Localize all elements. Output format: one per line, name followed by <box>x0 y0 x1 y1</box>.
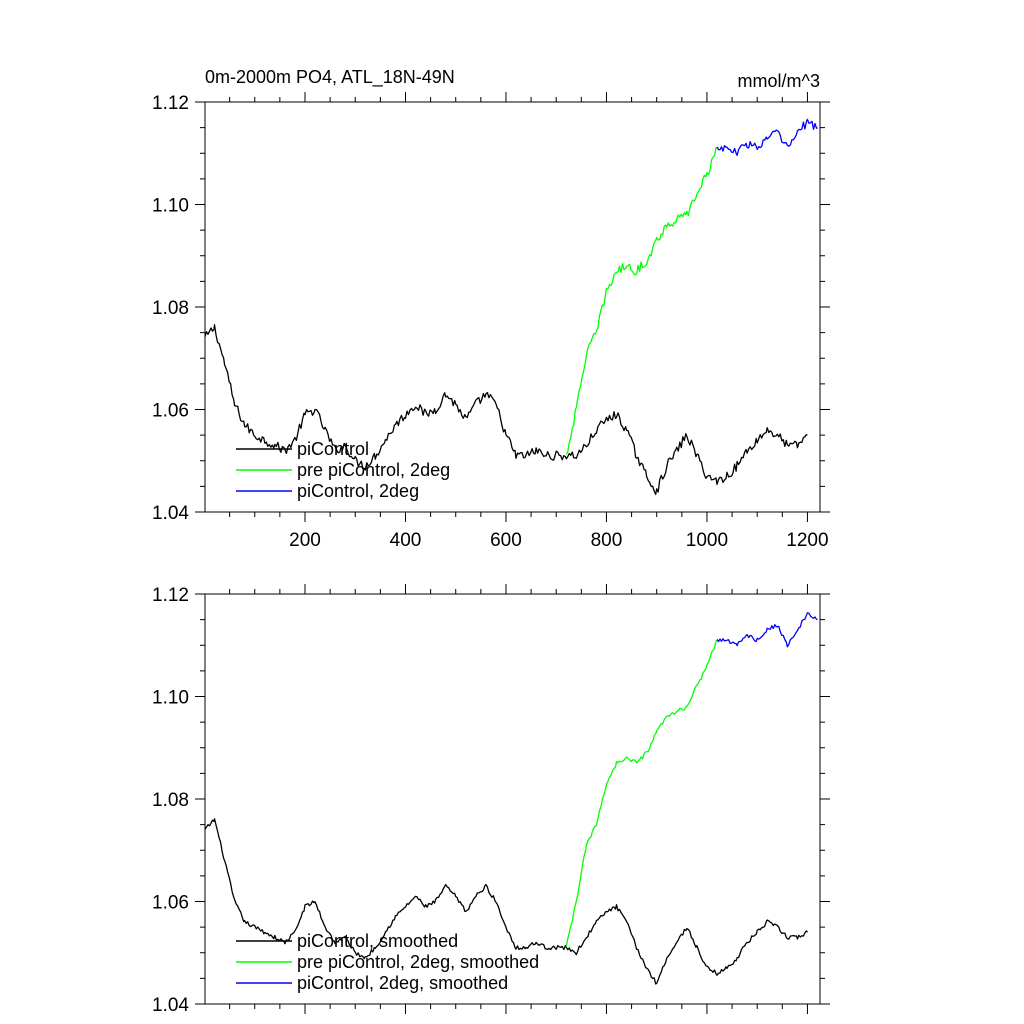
legend-label: piControl <box>297 439 369 459</box>
series-line-1 <box>566 148 717 455</box>
x-tick-label: 400 <box>390 530 422 551</box>
top-panel: 1.04 1.06 1.08 1.10 1.12 200 400 600 800 1000 1200… <box>152 92 830 551</box>
legend-label: pre piControl, 2deg <box>297 460 450 480</box>
legend-label: pre piControl, 2deg, smoothed <box>297 952 539 972</box>
series-line-2 <box>717 119 818 155</box>
legend-label: piControl, smoothed <box>297 931 458 951</box>
x-tick-label: 600 <box>490 530 522 551</box>
legend-label: piControl, 2deg, smoothed <box>297 973 508 993</box>
y-tick-label: 1.12 <box>152 93 189 114</box>
y-tick-label: 1.08 <box>152 790 189 811</box>
y-tick-label: 1.04 <box>152 995 189 1016</box>
x-tick-label: 800 <box>591 530 623 551</box>
y-tick-label: 1.06 <box>152 401 189 422</box>
y-tick-label: 1.12 <box>152 585 189 606</box>
y-tick-label: 1.06 <box>152 893 189 914</box>
x-tick-label: 1200 <box>786 530 828 551</box>
y-tick-label: 1.10 <box>152 688 189 709</box>
chart-units: mmol/m^3 <box>738 71 820 91</box>
y-tick-label: 1.08 <box>152 298 189 319</box>
series-line-2 <box>717 613 818 647</box>
chart-title: 0m-2000m PO4, ATL_18N-49N <box>205 67 455 88</box>
y-tick-label: 1.10 <box>152 196 189 217</box>
x-tick-label: 1000 <box>686 530 728 551</box>
y-tick-label: 1.04 <box>152 503 189 524</box>
legend-label: piControl, 2deg <box>297 481 419 501</box>
x-tick-label: 200 <box>289 530 321 551</box>
series-line-0 <box>205 325 807 495</box>
series-line-1 <box>566 640 717 947</box>
